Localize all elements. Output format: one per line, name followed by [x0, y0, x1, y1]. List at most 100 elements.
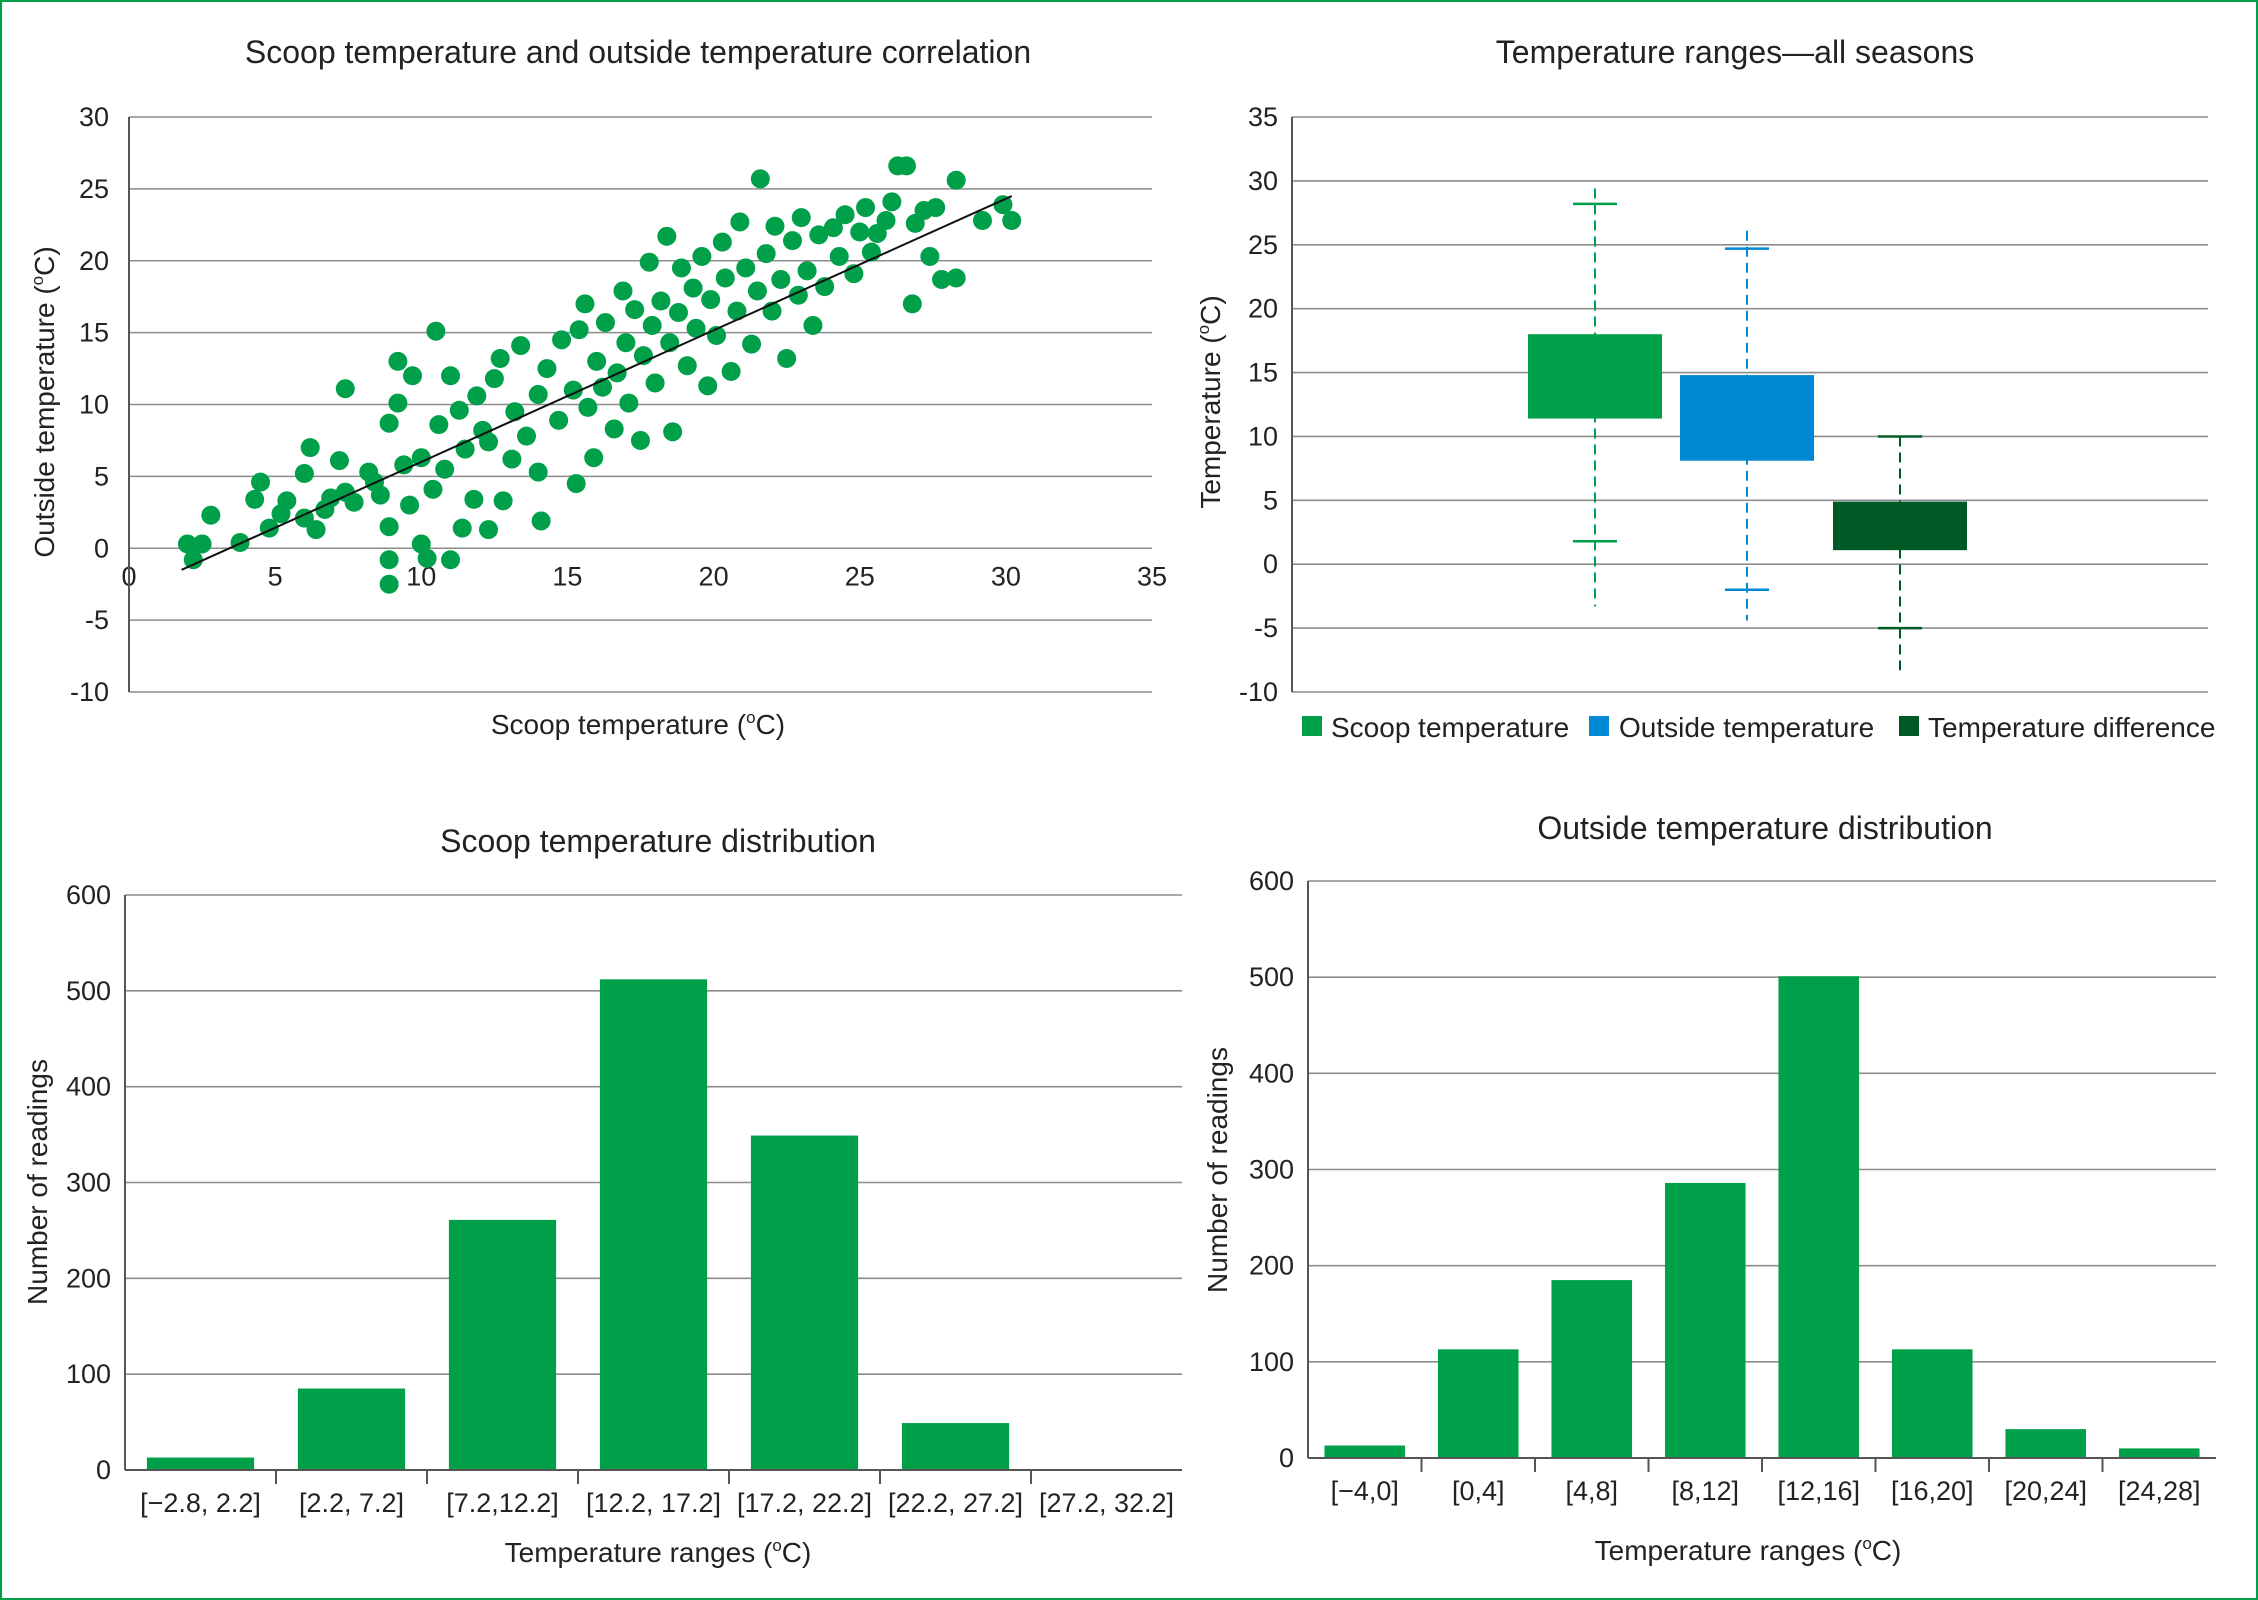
scatter-y-tick-label: 5 — [94, 461, 109, 491]
scatter-point — [604, 419, 624, 439]
scatter-y-tick-label: 30 — [79, 102, 109, 132]
scatter-point — [429, 415, 449, 435]
outside-histogram-x-tick-label: [8,12] — [1671, 1476, 1739, 1506]
scatter-y-tick-label: 25 — [79, 174, 109, 204]
outside-histogram-y-tick-label: 600 — [1249, 866, 1294, 896]
scatter-point — [528, 384, 548, 404]
scatter-point — [663, 422, 683, 442]
scatter-y-tick-label: 10 — [79, 390, 109, 420]
outside-histogram-x-tick-label: [4,8] — [1565, 1476, 1618, 1506]
scoop-histogram-bar — [146, 1457, 255, 1470]
scatter-point — [829, 246, 849, 266]
scatter-point — [306, 520, 326, 540]
boxplot-title: Temperature ranges—all seasons — [1496, 34, 1974, 70]
scatter-point — [300, 438, 320, 458]
boxplot-box — [1528, 334, 1662, 419]
scatter-title: Scoop temperature and outside temperatur… — [245, 34, 1031, 70]
scatter-point — [850, 222, 870, 242]
scatter-point — [490, 349, 510, 368]
scoop-histogram-y-tick-label: 400 — [66, 1072, 111, 1102]
scoop-histogram-bar — [901, 1423, 1010, 1470]
scatter-y-ticks: 30 25 20 15 10 5 0 -5 -10 — [70, 102, 109, 707]
scatter-point — [721, 361, 741, 381]
outside-histogram-title: Outside temperature distribution — [1537, 810, 1992, 846]
outside-histogram-chart: Outside temperature distribution 600 500 4… — [1202, 810, 2216, 1566]
scatter-point — [417, 548, 437, 568]
legend-label-outside: Outside temperature — [1619, 712, 1874, 743]
scatter-point — [517, 426, 537, 446]
scatter-y-tick-label: 20 — [79, 246, 109, 276]
scatter-point — [177, 534, 197, 554]
boxplot-y-tick-label: 25 — [1248, 230, 1278, 260]
scatter-point — [452, 518, 472, 538]
scatter-point — [671, 258, 691, 278]
outside-histogram-x-label-tail: C) — [1872, 1535, 1902, 1566]
scatter-point — [329, 451, 349, 471]
scoop-histogram-y-tick-label: 600 — [66, 880, 111, 910]
scatter-x-label: Scoop temperature (oC) — [491, 708, 785, 740]
scoop-histogram-x-tick-label: [22.2, 27.2] — [888, 1488, 1023, 1518]
scatter-x-label-tail: C) — [756, 709, 786, 740]
scatter-point — [277, 491, 297, 511]
scoop-histogram-x-ticks: [−2.8, 2.2] [2.2, 7.2] [7.2,12.2] [12.2, 17… — [140, 1470, 1174, 1518]
scoop-histogram-bar — [297, 1388, 406, 1470]
scatter-point — [791, 208, 811, 228]
boxplot-y-tick-label: -5 — [1254, 613, 1278, 643]
boxplot-legend: Scoop temperature Outside temperature Te… — [1302, 712, 2215, 743]
scatter-point — [344, 492, 364, 512]
boxplot-y-label-main: Temperature ( — [1195, 334, 1226, 509]
scoop-histogram-bar — [750, 1135, 859, 1470]
scatter-point — [771, 269, 791, 289]
outside-histogram-x-tick-label: [12,16] — [1777, 1476, 1860, 1506]
scatter-point — [902, 294, 922, 314]
scatter-point — [575, 294, 595, 314]
outside-histogram-bars — [1324, 976, 2200, 1458]
scatter-point — [394, 455, 414, 475]
scatter-point — [479, 520, 499, 540]
boxplot-y-label-tail: C) — [1195, 295, 1226, 325]
scatter-point — [750, 169, 770, 189]
scatter-y-label: Outside temperature (oC) — [28, 246, 60, 557]
scatter-point — [747, 281, 767, 301]
boxplot-y-tick-label: 15 — [1248, 358, 1278, 388]
scatter-point — [435, 459, 455, 479]
scatter-points — [177, 156, 1022, 594]
outside-histogram-x-tick-label: [16,20] — [1891, 1476, 1974, 1506]
scatter-point — [677, 356, 697, 376]
outside-histogram-bar — [1437, 1349, 1519, 1458]
scoop-histogram-x-tick-label: [17.2, 22.2] — [737, 1488, 872, 1518]
scatter-point — [616, 333, 636, 353]
scoop-histogram-x-label-tail: C) — [782, 1537, 812, 1568]
scatter-x-label-sup: o — [746, 708, 755, 727]
boxplot-box — [1833, 501, 1967, 551]
scatter-point — [549, 410, 569, 430]
scatter-x-tick-label: 15 — [552, 561, 582, 591]
scoop-histogram-title: Scoop temperature distribution — [440, 823, 876, 859]
scatter-point — [782, 231, 802, 251]
scatter-x-tick-label: 30 — [991, 561, 1021, 591]
scatter-point — [587, 351, 607, 371]
scatter-y-label-main: Outside temperature ( — [29, 285, 60, 558]
outside-histogram-x-tick-label: [20,24] — [2004, 1476, 2087, 1506]
legend-label-difference: Temperature difference — [1928, 712, 2215, 743]
scoop-histogram-x-tick-label: [7.2,12.2] — [446, 1488, 559, 1518]
scatter-point — [619, 393, 639, 413]
outside-histogram-y-tick-label: 300 — [1249, 1155, 1294, 1185]
scatter-point — [449, 400, 469, 420]
outside-histogram-bar — [2118, 1448, 2200, 1458]
scatter-point — [756, 244, 776, 264]
scatter-point — [631, 430, 650, 450]
scoop-histogram-y-tick-label: 100 — [66, 1359, 111, 1389]
scatter-point — [411, 534, 431, 554]
scatter-point — [625, 300, 645, 320]
scatter-point — [835, 205, 855, 225]
scatter-point — [712, 232, 732, 252]
legend-swatch-difference — [1899, 716, 1919, 736]
outside-histogram-x-label-main: Temperature ranges ( — [1595, 1535, 1863, 1566]
scatter-point — [657, 226, 677, 246]
boxplot-y-tick-label: 5 — [1263, 485, 1278, 515]
outside-histogram-x-tick-label: [−4,0] — [1331, 1476, 1399, 1506]
outside-histogram-x-tick-label: [0,4] — [1452, 1476, 1505, 1506]
